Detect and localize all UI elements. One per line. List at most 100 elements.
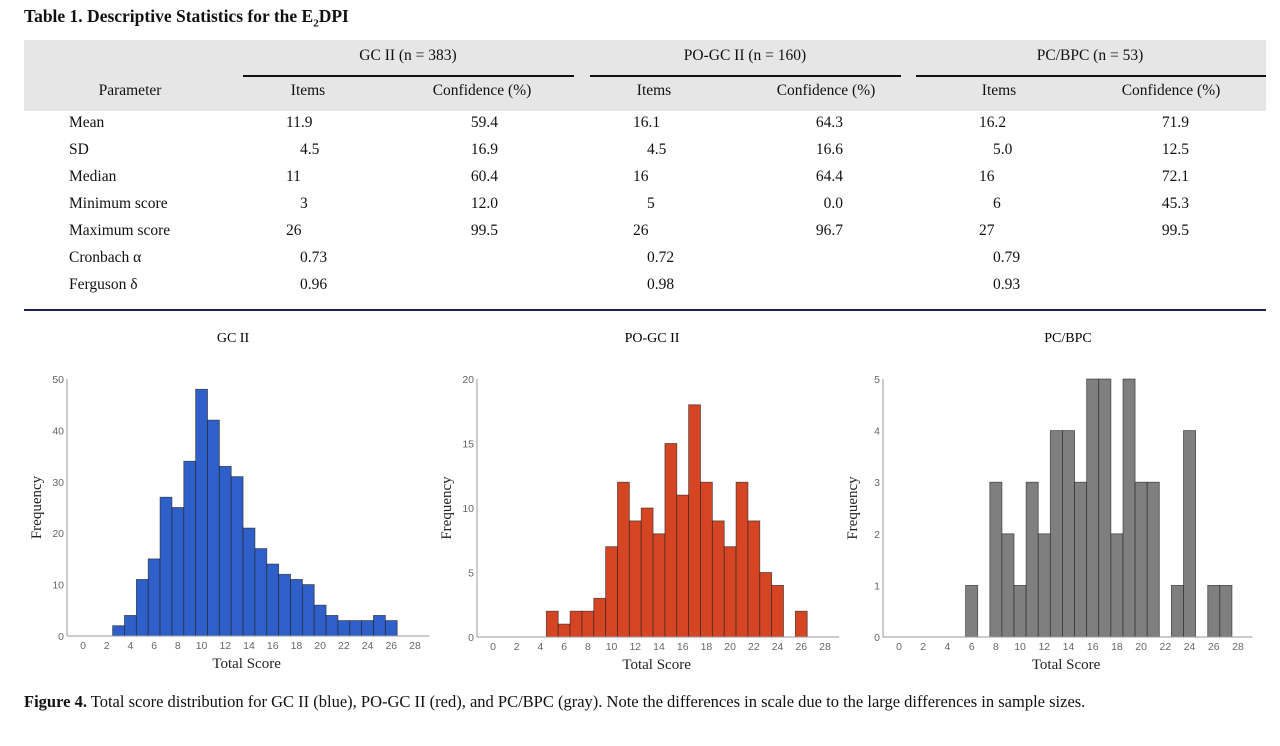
- histogram-bar: [1086, 378, 1100, 638]
- x-tick-label: 14: [1063, 641, 1075, 653]
- histogram-bar: [290, 579, 303, 637]
- x-tick-label: 24: [772, 641, 784, 653]
- x-tick-label: 0: [80, 640, 86, 652]
- x-tick-label: 14: [653, 641, 665, 653]
- table-cell: 0.98: [647, 276, 675, 293]
- histogram-bar: [254, 548, 268, 637]
- y-axis-label: Frequency: [845, 476, 861, 540]
- y-tick-label: 30: [52, 477, 64, 489]
- histogram-bar: [384, 620, 398, 637]
- table-cell: 5.0: [993, 141, 1013, 158]
- x-tick-label: 28: [1232, 641, 1244, 653]
- confidence-header: Confidence (%): [776, 82, 876, 99]
- x-tick-label: 4: [945, 641, 951, 653]
- chart-title: PC/BPC: [1044, 331, 1091, 346]
- histogram-bar: [278, 573, 291, 637]
- x-tick-label: 26: [385, 640, 397, 652]
- table-title-text: Table 1. Descriptive Statistics for the …: [24, 6, 314, 26]
- table-cell: 99.5: [470, 222, 498, 239]
- group-header-pogc: PO-GC II (n = 160): [683, 47, 807, 64]
- histogram-bar: [183, 460, 197, 637]
- histogram-bar: [1207, 584, 1221, 638]
- table-cell: 3: [300, 195, 308, 212]
- row-label: SD: [69, 141, 89, 158]
- table-cell: 11.9: [286, 114, 313, 131]
- chart-title: GC II: [217, 331, 250, 346]
- items-header: Items: [981, 82, 1017, 99]
- table-cell: 64.3: [815, 114, 843, 131]
- x-tick-label: 26: [1208, 641, 1220, 653]
- group-underline: [916, 75, 1266, 77]
- histogram-bar: [794, 610, 808, 638]
- table-cell: 16.2: [979, 114, 1007, 131]
- x-tick-label: 18: [291, 640, 303, 652]
- histogram-bar: [1134, 481, 1148, 638]
- table-cell: 96.7: [815, 222, 843, 239]
- y-tick-label: 3: [874, 477, 880, 489]
- group-underline: [590, 75, 901, 77]
- histogram-bar: [1049, 430, 1063, 638]
- table-cell: 6: [993, 195, 1001, 212]
- x-tick-label: 12: [1038, 641, 1050, 653]
- histogram-bar: [771, 584, 784, 638]
- histogram-bar: [171, 507, 185, 637]
- histogram-bar: [112, 625, 125, 637]
- x-tick-label: 0: [896, 641, 902, 653]
- x-tick-label: 12: [219, 640, 231, 652]
- table-cell: 99.5: [1161, 222, 1189, 239]
- histogram-bar: [1110, 533, 1124, 638]
- x-tick-label: 6: [151, 640, 157, 652]
- table-cell: 26: [286, 222, 302, 239]
- y-tick-label: 0: [58, 631, 64, 643]
- histogram-bar: [688, 404, 701, 638]
- y-tick-label: 4: [874, 426, 880, 438]
- table-cell: 5: [647, 195, 655, 212]
- param-header: Parameter: [98, 82, 162, 99]
- histogram-bar: [723, 546, 737, 638]
- x-tick-label: 16: [677, 641, 689, 653]
- x-tick-label: 4: [538, 641, 544, 653]
- table-cell: 0.93: [993, 276, 1021, 293]
- table-cell: 11: [286, 168, 301, 185]
- x-tick-label: 6: [561, 641, 567, 653]
- y-tick-label: 5: [468, 568, 474, 580]
- histogram-bar: [1146, 481, 1160, 638]
- histogram-bar: [700, 481, 713, 638]
- table-cell: 16.9: [470, 141, 498, 158]
- x-tick-label: 22: [1160, 641, 1172, 653]
- x-tick-label: 6: [969, 641, 975, 653]
- x-tick-label: 20: [724, 641, 736, 653]
- items-header: Items: [636, 82, 672, 99]
- histogram-bar: [711, 520, 725, 638]
- y-axis-label: Frequency: [439, 476, 455, 540]
- y-tick-label: 0: [468, 632, 474, 644]
- table-cell: 26: [633, 222, 649, 239]
- x-tick-label: 18: [701, 641, 713, 653]
- histogram-bar: [218, 465, 232, 637]
- histogram-bar: [1074, 481, 1088, 638]
- histogram-bar: [230, 476, 244, 637]
- x-tick-label: 22: [338, 640, 350, 652]
- items-header: Items: [290, 82, 326, 99]
- histogram-bar: [1122, 378, 1136, 638]
- table-cell: 71.9: [1161, 114, 1189, 131]
- table-cell: 0.96: [300, 276, 328, 293]
- chart-title: PO-GC II: [625, 331, 680, 346]
- histogram-bar: [640, 507, 654, 638]
- x-tick-label: 8: [175, 640, 181, 652]
- histogram-bar: [581, 610, 595, 638]
- histogram-bar: [989, 481, 1003, 638]
- histogram-bar: [313, 604, 327, 637]
- row-label: Mean: [69, 114, 105, 131]
- histogram-bar: [759, 572, 773, 638]
- histogram-bar: [242, 527, 256, 637]
- y-tick-label: 20: [462, 374, 474, 386]
- table-cell: 0.73: [300, 249, 328, 266]
- histogram-bar: [676, 494, 690, 638]
- x-tick-label: 10: [196, 640, 208, 652]
- histogram-bar: [325, 615, 339, 637]
- histogram-bar: [124, 615, 137, 637]
- histogram-bar: [664, 443, 678, 638]
- histogram-bar: [1037, 533, 1051, 638]
- histogram-bar: [605, 546, 618, 638]
